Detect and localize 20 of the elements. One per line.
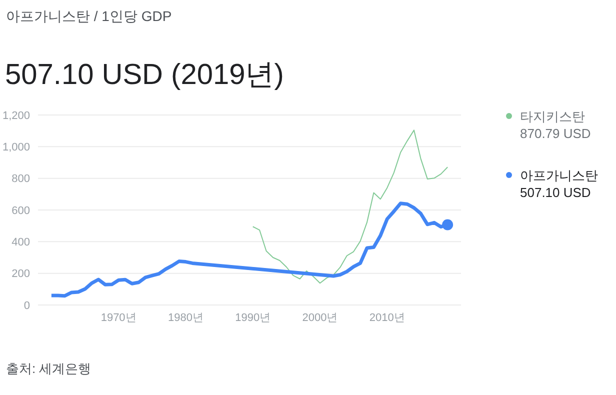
text: 870.79 USD — [520, 126, 592, 141]
line-series — [252, 130, 448, 284]
x-tick-label: 1990년 — [235, 312, 271, 324]
y-tick-label: 800 — [12, 173, 30, 186]
y-tick-label: 1,000 — [2, 142, 30, 154]
y-tick-label: 600 — [12, 204, 30, 217]
legend-label: 타지키스탄 — [520, 108, 586, 126]
y-tick-label: 1,200 — [2, 110, 30, 122]
x-tick-label: 1980년 — [168, 312, 204, 324]
y-tick-label: 0 — [24, 300, 30, 312]
x-tick-label: 2010년 — [369, 312, 405, 324]
y-tick-label: 400 — [12, 236, 30, 249]
chart-title: 507.10 USD (2019년) — [5, 58, 284, 93]
legend-label: 아프가니스탄 — [520, 167, 598, 185]
text: 507.10 USD — [520, 185, 592, 200]
y-tick-label: 200 — [12, 268, 30, 280]
x-tick-label: 1970년 — [100, 312, 136, 324]
x-tick-label: 2000년 — [302, 312, 338, 324]
source-note: 출처: 세계은행 — [6, 360, 92, 378]
chart-subtitle: 아프가니스탄 / 1인당 GDP — [6, 8, 172, 26]
